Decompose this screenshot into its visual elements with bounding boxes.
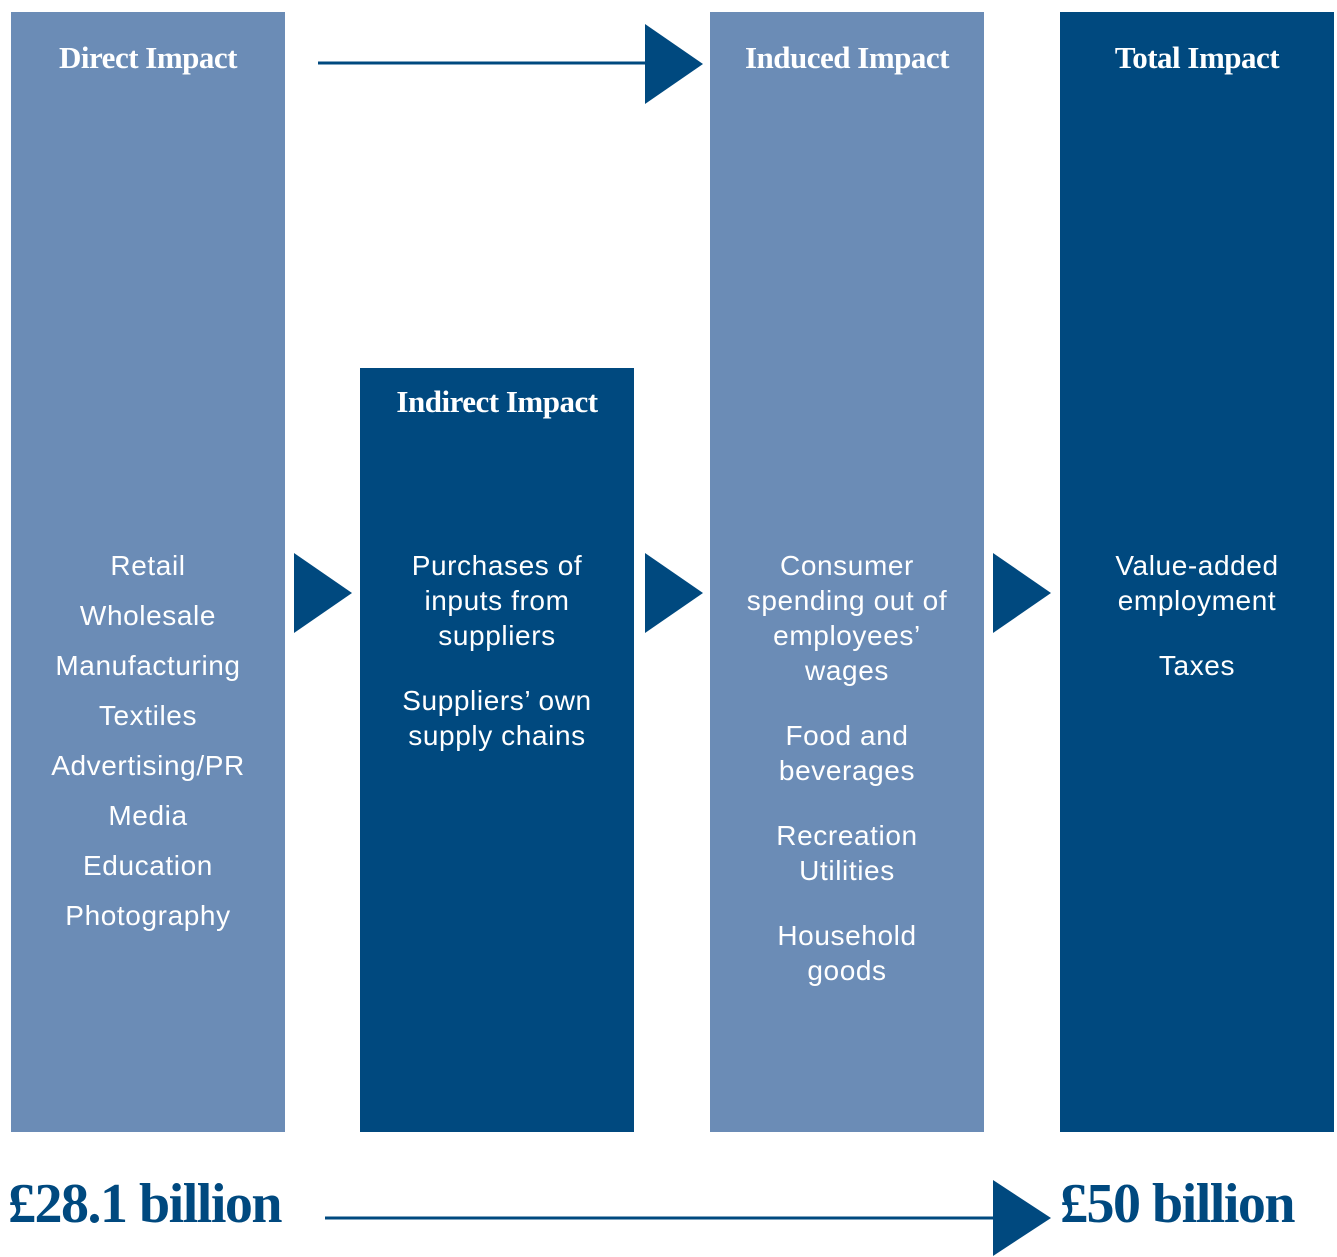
arrow-head — [645, 24, 703, 104]
total-end: £50 billion — [1060, 1173, 1296, 1235]
item-group: Recreation Utilities — [734, 818, 960, 888]
total-start: £28.1 billion — [8, 1173, 283, 1235]
column-title: Total Impact — [1114, 40, 1280, 75]
impact-column: Direct Impact Retail Wholesale Manufacturin… — [11, 12, 285, 1132]
column-title: Indirect Impact — [396, 384, 598, 419]
item-list: Consumer spending out of employees’ wage… — [710, 548, 984, 1018]
arrow-head — [294, 553, 352, 633]
arrow-head — [993, 553, 1051, 633]
item-list: Retail Wholesale Manufacturing Textiles Adve… — [11, 541, 285, 971]
impact-column: Indirect Impact Purchases of inputs from … — [360, 368, 634, 1132]
item: Manufacturing — [55, 650, 241, 681]
column-title: Direct Impact — [58, 40, 238, 75]
item: Media — [108, 800, 188, 831]
item: Photography — [65, 900, 231, 931]
item: Textiles — [98, 700, 198, 731]
item-group: Household goods — [734, 918, 960, 988]
arrow-head — [645, 553, 703, 633]
item: Value-added employment — [1115, 550, 1279, 616]
item-list: Purchases of inputs from suppliers Suppli… — [360, 548, 634, 783]
item: Suppliers’ own supply chains — [402, 685, 592, 751]
impact-column: Total Impact Value-added employment Taxes — [1060, 12, 1334, 1132]
item: Advertising/PR — [51, 750, 245, 781]
impact-column: Induced Impact Consumer spending out of e… — [710, 12, 984, 1132]
item: Retail — [110, 550, 186, 581]
item: Food and beverages — [778, 720, 916, 786]
arrow-head — [993, 1180, 1051, 1256]
item-group: Taxes — [1084, 648, 1310, 683]
item: Household goods — [777, 920, 917, 986]
item: Recreation — [776, 820, 918, 851]
item-group: Consumer spending out of employees’ wage… — [734, 548, 960, 688]
item-group: Retail Wholesale Manufacturing Textiles Adve… — [35, 541, 261, 941]
item-group: Value-added employment — [1084, 548, 1310, 618]
item-group: Food and beverages — [734, 718, 960, 788]
column-title: Induced Impact — [744, 40, 950, 75]
item-group: Suppliers’ own supply chains — [384, 683, 610, 753]
item-list: Value-added employment Taxes — [1060, 548, 1334, 713]
item: Consumer spending out of employees’ wage… — [746, 550, 948, 686]
item: Wholesale — [79, 600, 217, 631]
item: Taxes — [1158, 650, 1236, 681]
item: Purchases of inputs from suppliers — [411, 550, 583, 651]
item: Education — [83, 850, 213, 881]
item: Utilities — [799, 855, 895, 886]
item-group: Purchases of inputs from suppliers — [384, 548, 610, 653]
